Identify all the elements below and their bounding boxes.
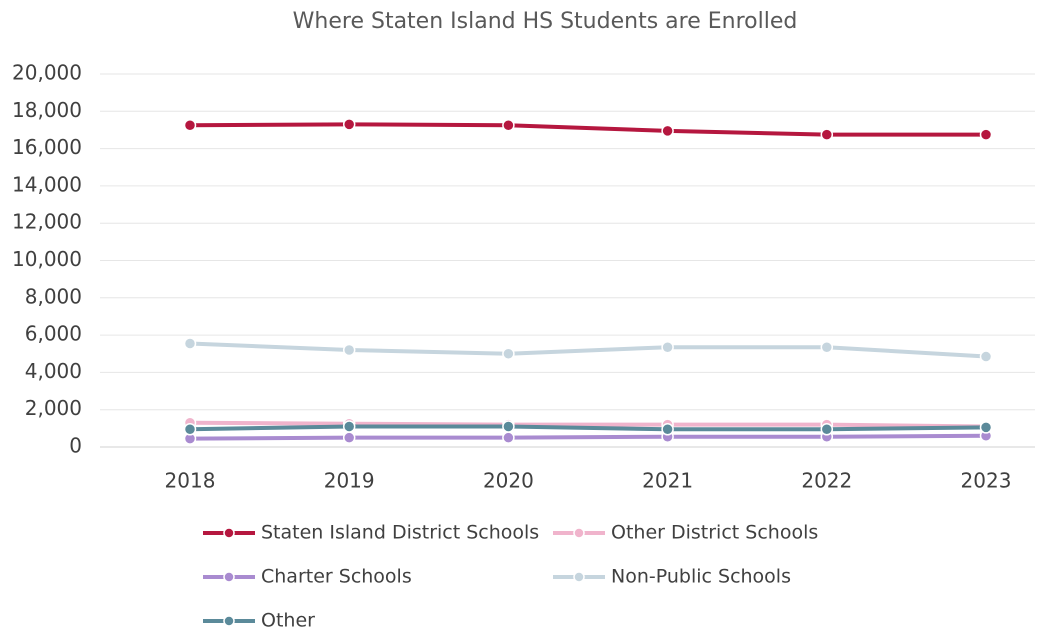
data-point [820, 423, 834, 436]
y-tick-label: 10,000 [12, 247, 82, 271]
data-point [979, 128, 993, 141]
legend-marker [223, 571, 235, 583]
y-tick-label: 18,000 [12, 98, 82, 122]
legend-label: Charter Schools [261, 566, 412, 588]
x-tick-label: 2020 [483, 469, 534, 493]
data-point [661, 423, 674, 436]
data-point [342, 420, 356, 433]
data-point [502, 119, 515, 132]
series-line [189, 341, 987, 359]
series-line [189, 420, 987, 429]
y-tick-label: 12,000 [12, 210, 82, 234]
data-point [979, 350, 993, 363]
data-point [342, 118, 356, 131]
y-tick-label: 4,000 [25, 359, 82, 383]
data-point [502, 431, 515, 444]
legend-label: Other District Schools [611, 522, 818, 544]
data-point [502, 347, 515, 360]
legend-label: Other [261, 610, 315, 632]
legend-marker [573, 527, 585, 539]
series-line [189, 433, 987, 441]
data-point [342, 431, 356, 444]
y-tick-label: 16,000 [12, 135, 82, 159]
x-tick-label: 2019 [324, 469, 375, 493]
x-tick-label: 2023 [961, 469, 1012, 493]
legend-marker [223, 615, 235, 627]
data-point [820, 340, 834, 354]
y-tick-label: 20,000 [12, 61, 82, 85]
y-tick-label: 2,000 [25, 396, 82, 420]
data-point [820, 128, 834, 141]
x-tick-label: 2022 [801, 469, 852, 493]
y-tick-label: 6,000 [25, 322, 82, 346]
data-point [502, 420, 515, 433]
legend-label: Staten Island District Schools [261, 522, 539, 544]
x-tick-label: 2018 [165, 469, 216, 493]
y-tick-label: 0 [69, 434, 82, 458]
y-tick-label: 14,000 [12, 172, 82, 196]
legend-label: Non-Public Schools [611, 566, 791, 588]
chart-title: Where Staten Island HS Students are Enro… [293, 9, 798, 34]
series-line [189, 122, 986, 137]
data-point [183, 337, 197, 350]
data-point [661, 124, 674, 138]
legend-marker [223, 527, 235, 539]
data-point [979, 421, 993, 434]
series-line [189, 424, 987, 432]
data-point [183, 423, 197, 436]
data-point [183, 119, 197, 132]
data-point [342, 343, 356, 357]
x-tick-label: 2021 [642, 469, 693, 493]
legend-marker [573, 571, 585, 583]
data-point [661, 340, 674, 354]
y-tick-label: 8,000 [25, 284, 82, 308]
